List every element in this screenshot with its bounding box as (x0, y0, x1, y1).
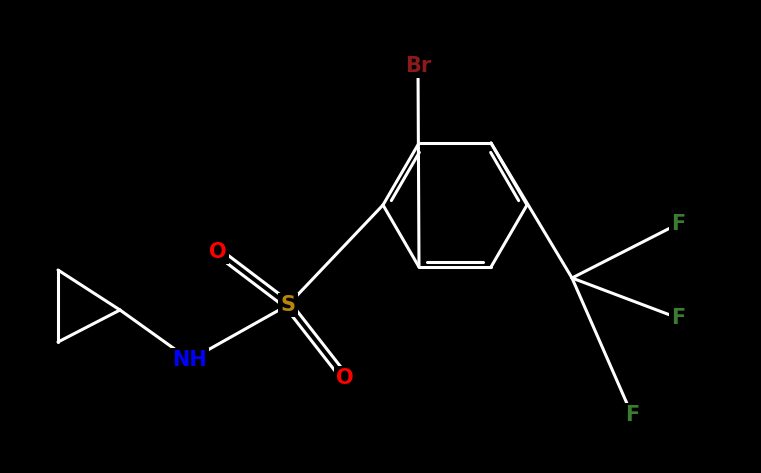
Text: NH: NH (173, 350, 208, 370)
Text: O: O (209, 242, 227, 262)
Text: S: S (281, 295, 295, 315)
Text: Br: Br (405, 56, 431, 76)
Text: O: O (336, 368, 354, 388)
Text: F: F (625, 405, 639, 425)
Text: F: F (671, 308, 685, 328)
Text: F: F (671, 214, 685, 234)
